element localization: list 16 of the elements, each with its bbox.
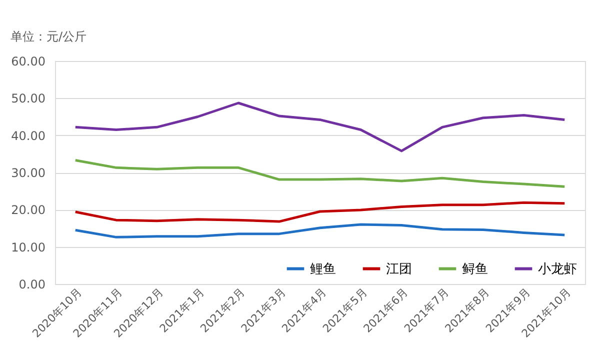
legend-label: 鲟鱼 — [462, 262, 488, 277]
line-series — [74, 102, 566, 152]
legend-label: 鲤鱼 — [310, 262, 336, 277]
line-series — [74, 158, 566, 188]
legend-label: 江团 — [386, 262, 412, 277]
line-series — [74, 201, 566, 223]
legend-label: 小龙虾 — [538, 262, 577, 277]
y-tick-label: 10.00 — [11, 240, 46, 254]
y-tick-label: 50.00 — [11, 92, 46, 106]
y-tick-label: 40.00 — [11, 128, 46, 143]
y-tick-label: 60.00 — [11, 54, 46, 68]
y-tick-label: 20.00 — [11, 203, 46, 218]
y-axis-title: 单位：元/公斤 — [10, 30, 87, 44]
line-series — [74, 223, 566, 238]
y-tick-label: 30.00 — [11, 166, 46, 180]
y-tick-label: 0.00 — [18, 278, 46, 292]
